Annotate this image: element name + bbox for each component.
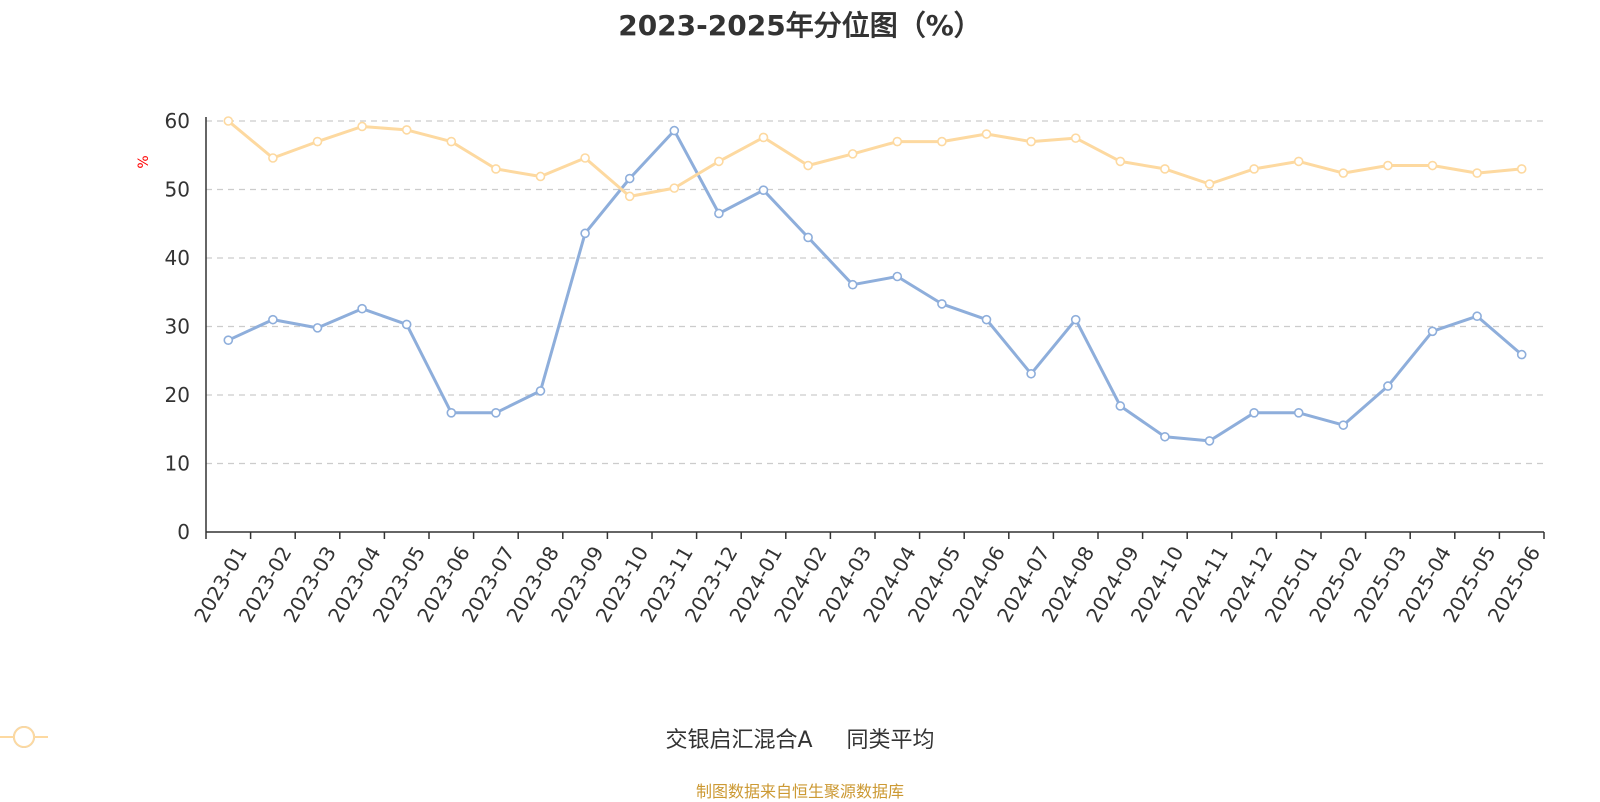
legend-marker-series-2 (0, 726, 48, 748)
series-2-point (446, 136, 457, 147)
series-2-point (981, 129, 992, 139)
series-line-1 (227, 129, 1523, 443)
series-2-point (758, 132, 769, 143)
series-1-point (1026, 368, 1036, 379)
series-1-point (268, 314, 278, 325)
legend-label-series-1: 交银启汇混合A (665, 728, 813, 753)
series-1-point (758, 185, 769, 195)
source-note: 制图数据来自恒生聚源数据库 (695, 782, 904, 801)
y-tick-label: 50 (165, 178, 190, 202)
series-1-point (714, 208, 724, 219)
series-2-point (803, 160, 813, 171)
series-1-point (624, 173, 635, 184)
series-2-point (1472, 168, 1482, 178)
y-tick-label: 0 (177, 520, 190, 544)
y-axis-label: % (136, 155, 152, 168)
series-1-point (491, 408, 501, 418)
series-1-point (580, 228, 590, 239)
series-2-point (714, 156, 724, 167)
series-1-point (401, 319, 412, 330)
series-2-point (1249, 164, 1259, 174)
series-1-point (1516, 349, 1527, 360)
y-tick-label: 60 (165, 109, 190, 133)
y-tick-label: 10 (165, 452, 190, 476)
series-2-point (1427, 160, 1438, 171)
series-1-point (981, 314, 992, 325)
series-1-point (847, 279, 858, 290)
y-tick-label: 40 (165, 246, 190, 270)
series-1-point (803, 232, 813, 243)
chart-title: 2023-2025年分位图（%） (618, 9, 982, 42)
series-1-point (1338, 420, 1349, 430)
series-2-point (847, 149, 858, 159)
series-1-point (669, 125, 680, 136)
series-2-point (892, 136, 903, 147)
series-2-point (1026, 136, 1036, 147)
legend-item-series-2[interactable]: 同类平均 (0, 722, 935, 754)
series-2-point (268, 153, 278, 163)
series-1-point (446, 408, 457, 418)
series-2-point (401, 125, 412, 135)
series-1-point (535, 386, 546, 396)
legend-item-series-1[interactable]: 交银启汇混合A (0, 722, 813, 754)
series-1-point (312, 323, 323, 333)
series-1-point (1204, 436, 1215, 446)
series-1-point (892, 271, 903, 282)
series-1-point (1160, 431, 1170, 442)
series-1-point (1249, 408, 1259, 418)
series-2-point (624, 191, 635, 202)
series-2-point (312, 136, 323, 147)
series-2-point (357, 121, 367, 132)
series-2-point (223, 116, 234, 126)
series-2-point (1516, 164, 1527, 174)
series-2-point (1204, 179, 1215, 189)
series-2-point (937, 136, 947, 147)
series-1-point (1383, 381, 1393, 391)
y-tick-label: 30 (165, 315, 190, 339)
series-1-point (1472, 311, 1482, 322)
series-1-point (223, 335, 234, 346)
series-line-2 (227, 119, 1522, 198)
chart-legend[interactable]: 交银启汇混合A 同类平均 (0, 722, 1600, 754)
series-2-point (1160, 164, 1170, 174)
series-1-point (1115, 401, 1126, 411)
legend-label-series-2: 同类平均 (846, 728, 935, 753)
series-2-point (1115, 156, 1126, 167)
line-chart: 0102030405060%2023-012023-022023-032023-… (136, 109, 1545, 626)
series-2-point (1070, 133, 1081, 143)
series-1-point (1070, 314, 1081, 325)
y-tick-label: 20 (165, 383, 190, 407)
series-2-point (1383, 160, 1393, 171)
series-1-point (1293, 408, 1304, 418)
series-2-point (1293, 156, 1304, 167)
series-1-point (357, 303, 367, 314)
series-1-point (1427, 326, 1438, 337)
series-2-point (491, 164, 501, 174)
series-2-point (669, 183, 680, 193)
series-2-point (535, 171, 546, 182)
series-2-point (1338, 168, 1349, 178)
series-1-point (937, 299, 947, 309)
series-2-point (580, 153, 590, 163)
